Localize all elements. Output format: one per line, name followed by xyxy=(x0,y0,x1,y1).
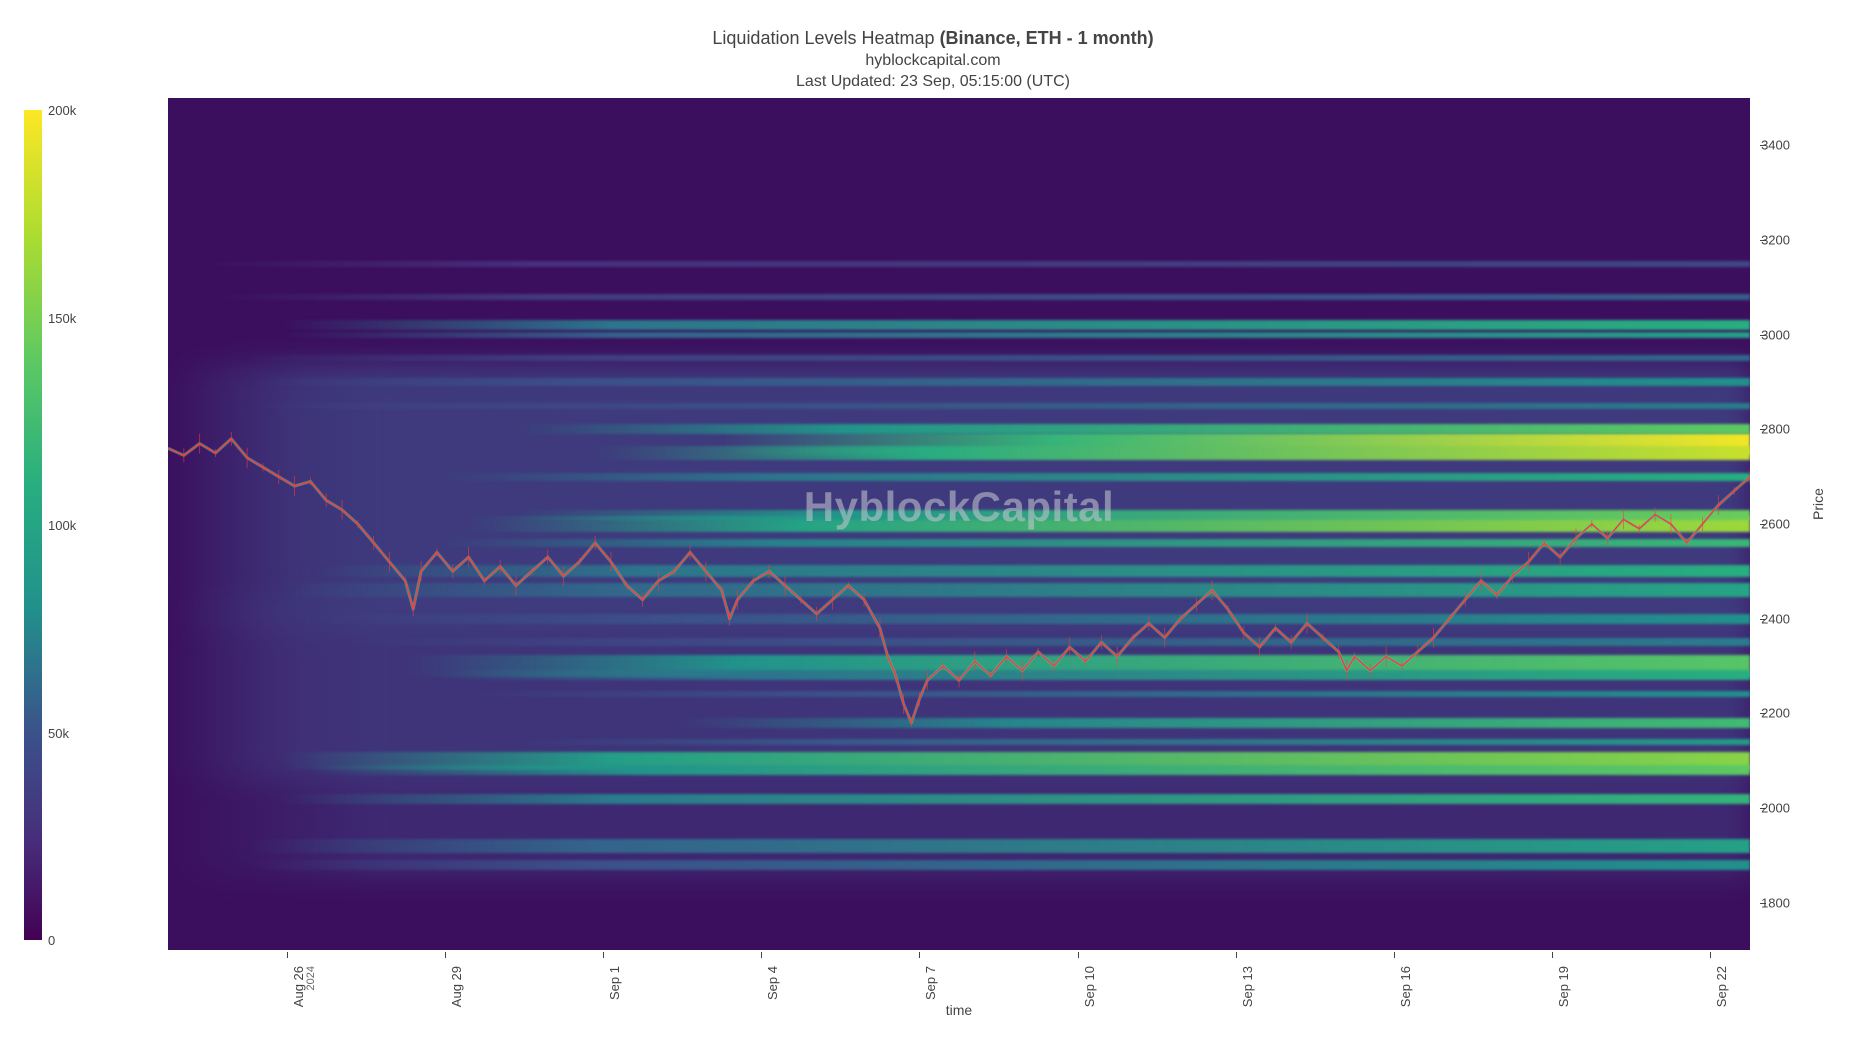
y-tick-label: 3000 xyxy=(1761,327,1790,342)
y-tick-label: 3400 xyxy=(1761,138,1790,153)
x-tick-mark xyxy=(761,952,762,958)
x-tick-mark xyxy=(919,952,920,958)
colorbar-tick: 100k xyxy=(48,518,76,533)
x-tick-mark xyxy=(603,952,604,958)
x-tick-mark xyxy=(287,952,288,958)
x-tick-label: Sep 10 xyxy=(1082,966,1097,1007)
chart-title-prefix: Liquidation Levels Heatmap xyxy=(712,28,939,48)
y-tick-label: 3200 xyxy=(1761,233,1790,248)
colorbar-tick: 150k xyxy=(48,311,76,326)
chart-updated: Last Updated: 23 Sep, 05:15:00 (UTC) xyxy=(0,73,1866,91)
y-tick-label: 1800 xyxy=(1761,895,1790,910)
y-tick-label: 2000 xyxy=(1761,801,1790,816)
x-tick-mark xyxy=(445,952,446,958)
x-tick-sublabel: 2024 xyxy=(305,966,317,990)
chart-title-bold: (Binance, ETH - 1 month) xyxy=(940,28,1154,48)
x-tick-mark xyxy=(1394,952,1395,958)
x-tick-mark xyxy=(1078,952,1079,958)
y-tick-label: 2800 xyxy=(1761,422,1790,437)
price-line-layer xyxy=(168,98,1750,950)
x-axis: time Aug 262024 Aug 29 Sep 1 Sep 4 Sep 7 Sep … xyxy=(168,958,1750,1028)
y-tick-label: 2600 xyxy=(1761,517,1790,532)
heatmap-plot-area: HyblockCapital xyxy=(168,98,1750,950)
x-tick-mark xyxy=(1236,952,1237,958)
colorbar-tick: 200k xyxy=(48,103,76,118)
x-tick-mark xyxy=(1552,952,1553,958)
chart-title-block: Liquidation Levels Heatmap (Binance, ETH… xyxy=(0,28,1866,91)
x-tick-label: Sep 16 xyxy=(1398,966,1413,1007)
chart-subtitle: hyblockcapital.com xyxy=(0,52,1866,70)
colorbar-tick: 0 xyxy=(48,933,55,948)
x-tick-mark xyxy=(1710,952,1711,958)
x-tick-label: Aug 26 xyxy=(291,966,306,1007)
y-axis-label: Price xyxy=(1810,488,1826,520)
colorbar-tick: 50k xyxy=(48,726,69,741)
x-tick-label: Sep 1 xyxy=(607,966,622,1000)
x-axis-label: time xyxy=(946,1002,972,1018)
chart-title: Liquidation Levels Heatmap (Binance, ETH… xyxy=(0,28,1866,49)
x-tick-label: Sep 7 xyxy=(923,966,938,1000)
x-tick-label: Aug 29 xyxy=(449,966,464,1007)
x-tick-label: Sep 19 xyxy=(1556,966,1571,1007)
y-tick-label: 2200 xyxy=(1761,706,1790,721)
x-tick-label: Sep 13 xyxy=(1240,966,1255,1007)
y-tick-label: 2400 xyxy=(1761,611,1790,626)
x-tick-label: Sep 22 xyxy=(1714,966,1729,1007)
x-tick-label: Sep 4 xyxy=(765,966,780,1000)
colorbar xyxy=(24,110,42,940)
